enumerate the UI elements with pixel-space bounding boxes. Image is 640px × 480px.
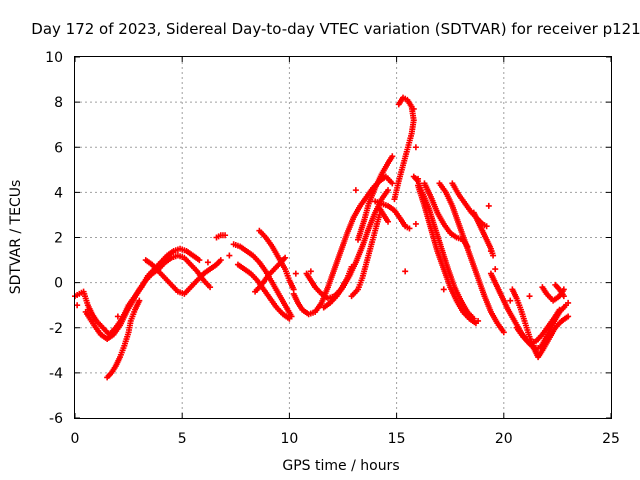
data-point <box>500 329 507 336</box>
x-tick-label: 20 <box>495 431 513 447</box>
series-track-m <box>348 211 383 300</box>
data-point <box>492 266 499 273</box>
data-point <box>395 101 402 108</box>
y-tick-label: 6 <box>54 140 63 156</box>
y-tick-label: 8 <box>54 95 63 111</box>
data-point <box>440 286 447 293</box>
data-point <box>385 218 392 225</box>
y-tick-label: -6 <box>49 411 63 427</box>
series-track-f <box>230 241 295 320</box>
data-point <box>385 187 392 194</box>
data-point <box>412 220 419 227</box>
data-point <box>389 153 396 160</box>
x-axis-label: GPS time / hours <box>282 458 399 474</box>
data-point <box>402 268 409 275</box>
series-track-u <box>436 180 507 336</box>
data-point <box>282 254 289 261</box>
series-track-e <box>213 232 229 241</box>
data-point <box>389 180 396 187</box>
x-tick-label: 5 <box>178 431 187 447</box>
data-point <box>207 284 214 291</box>
data-point <box>412 144 419 151</box>
data-point <box>485 202 492 209</box>
series-track-q <box>391 94 417 203</box>
data-marks <box>72 94 572 381</box>
x-tick-label: 10 <box>280 431 298 447</box>
y-tick-label: 10 <box>45 50 63 66</box>
data-point <box>286 315 293 322</box>
axis-ticks: 0 5 10 15 20 25 -6 -4 -2 0 2 4 6 8 10 <box>45 50 620 447</box>
series-track-w <box>470 209 497 259</box>
y-tick-label: 4 <box>54 185 63 201</box>
data-point <box>292 270 299 277</box>
chart-title: Day 172 of 2023, Sidereal Day-to-day VTE… <box>31 20 640 38</box>
series-track-s <box>415 182 479 327</box>
series-scattered <box>74 105 572 324</box>
series-track-d <box>142 257 224 297</box>
x-tick-label: 25 <box>602 431 620 447</box>
data-point <box>222 232 229 239</box>
data-point <box>565 313 572 320</box>
data-point <box>196 257 203 264</box>
series-track-ab <box>552 281 567 300</box>
data-point <box>204 259 211 266</box>
data-point <box>507 297 514 304</box>
data-point <box>410 105 417 112</box>
data-point <box>352 187 359 194</box>
y-tick-label: 0 <box>54 276 63 292</box>
y-axis-label: SDTVAR / TECUs <box>8 180 24 295</box>
data-point <box>406 225 413 232</box>
data-point <box>483 223 490 230</box>
data-point <box>74 302 81 309</box>
y-tick-label: -2 <box>49 321 63 337</box>
data-point <box>475 317 482 324</box>
data-point <box>198 272 205 279</box>
y-tick-label: -4 <box>49 366 63 382</box>
data-point <box>462 308 469 315</box>
series-track-g <box>234 261 293 322</box>
plot-frame <box>74 56 612 419</box>
data-point <box>565 299 572 306</box>
series-track-o <box>372 198 413 232</box>
data-point <box>526 293 533 300</box>
data-point <box>490 252 497 259</box>
data-point <box>114 313 121 320</box>
data-point <box>226 252 233 259</box>
series-track-n <box>355 153 396 243</box>
data-point <box>556 306 563 313</box>
series-track-z <box>513 306 563 347</box>
y-tick-label: 2 <box>54 231 63 247</box>
data-point <box>560 293 567 300</box>
x-tick-label: 0 <box>71 431 80 447</box>
data-point <box>84 306 91 313</box>
x-tick-label: 15 <box>388 431 406 447</box>
series-track-i <box>252 254 289 295</box>
data-point <box>487 248 494 255</box>
series-track-c <box>104 297 143 381</box>
data-point <box>136 297 143 304</box>
data-point <box>415 175 422 182</box>
data-point <box>217 257 224 264</box>
series-track-p <box>376 205 392 225</box>
series-track-t <box>421 180 471 250</box>
data-point <box>307 268 314 275</box>
